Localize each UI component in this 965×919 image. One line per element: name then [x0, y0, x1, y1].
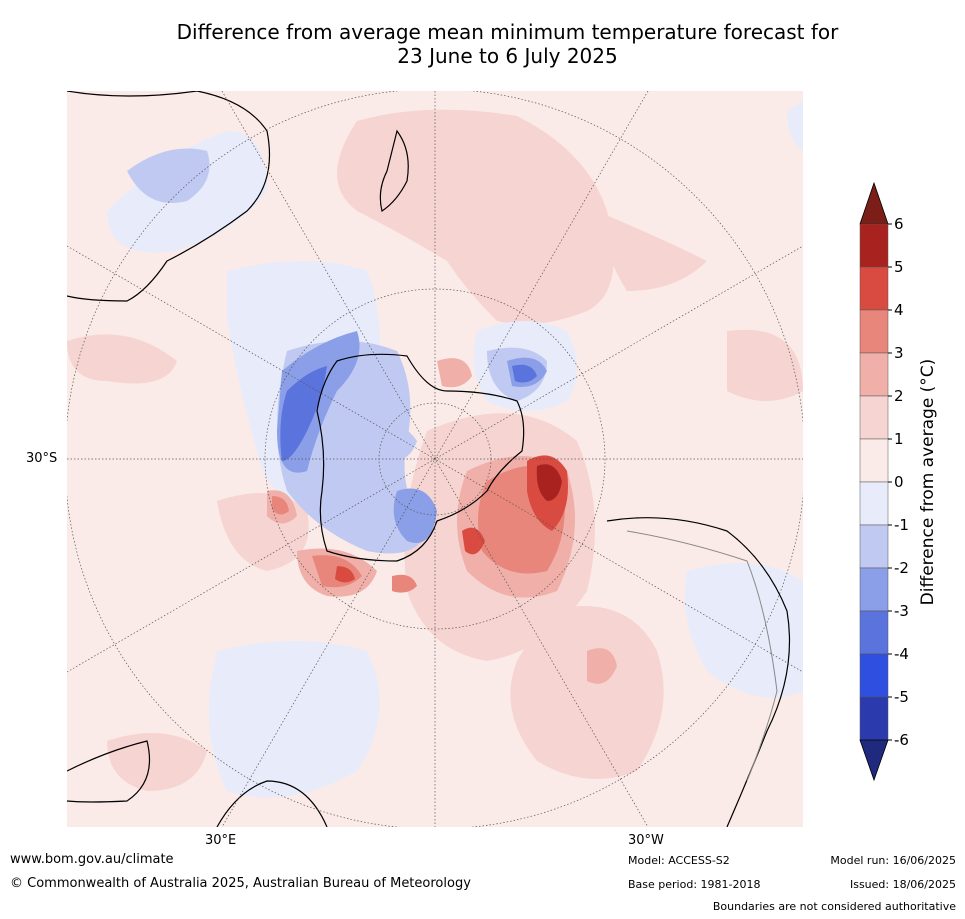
colorbar-swatch	[859, 696, 889, 741]
anomaly-very-hot	[536, 464, 562, 501]
footer-website: www.bom.gov.au/climate	[10, 852, 174, 867]
colorbar-extend-bottom	[859, 739, 889, 782]
footer-issued: Issued: 18/06/2025	[849, 878, 956, 891]
colorbar-tick-label: -3	[894, 602, 909, 620]
colorbar: 6 5 4 3 2 1 0 -1 -2 -3 -4 -5 -6	[859, 182, 909, 782]
title-line-2: 23 June to 6 July 2025	[397, 44, 618, 68]
graticule	[67, 91, 803, 827]
colorbar-tick-label: -2	[894, 559, 909, 577]
colorbar-swatch	[859, 309, 889, 354]
colorbar-tick-label: -1	[894, 516, 909, 534]
footer-model: Model: ACCESS-S2	[628, 854, 730, 867]
colorbar-swatch	[859, 610, 889, 655]
colorbar-tick-label: 5	[894, 258, 904, 276]
colorbar-swatch	[859, 266, 889, 311]
footer-model-run: Model run: 16/06/2025	[830, 854, 956, 867]
longitude-label-30w: 30°W	[628, 833, 664, 848]
map-svg	[67, 91, 803, 827]
anomaly-light-cold	[107, 101, 803, 798]
map-title: Difference from average mean minimum tem…	[0, 20, 965, 68]
colorbar-swatch	[859, 352, 889, 397]
colorbar-tick-label: 0	[894, 473, 904, 491]
footer-base-period: Base period: 1981-2018	[628, 878, 761, 891]
title-line-1: Difference from average mean minimum tem…	[176, 20, 839, 44]
colorbar-swatch	[859, 395, 889, 440]
colorbar-swatch	[859, 223, 889, 268]
anomaly-very-cold	[280, 364, 537, 461]
colorbar-swatch	[859, 438, 889, 483]
colorbar-tick-label: 2	[894, 387, 904, 405]
colorbar-title: Difference from average (°C)	[918, 358, 938, 606]
colorbar-tick-label: -5	[894, 688, 909, 706]
colorbar-extend-top	[859, 182, 889, 225]
colorbar-tick-label: 6	[894, 215, 904, 233]
polar-map	[67, 91, 803, 827]
colorbar-tick-label: 1	[894, 430, 904, 448]
footer-disclaimer: Boundaries are not considered authoritat…	[712, 900, 956, 913]
colorbar-tick-label: -4	[894, 645, 909, 663]
colorbar-swatch	[859, 567, 889, 612]
colorbar-tick-label: 3	[894, 344, 904, 362]
colorbar-swatch	[859, 524, 889, 569]
colorbar-swatch	[859, 653, 889, 698]
colorbar-tick-label: 4	[894, 301, 904, 319]
footer-copyright: © Commonwealth of Australia 2025, Austra…	[10, 876, 471, 891]
boundaries	[626, 530, 778, 782]
colorbar-swatch	[859, 481, 889, 526]
longitude-label-30e: 30°E	[205, 833, 237, 848]
colorbar-tick-label: -6	[894, 731, 909, 749]
latitude-label-30s: 30°S	[26, 451, 58, 466]
